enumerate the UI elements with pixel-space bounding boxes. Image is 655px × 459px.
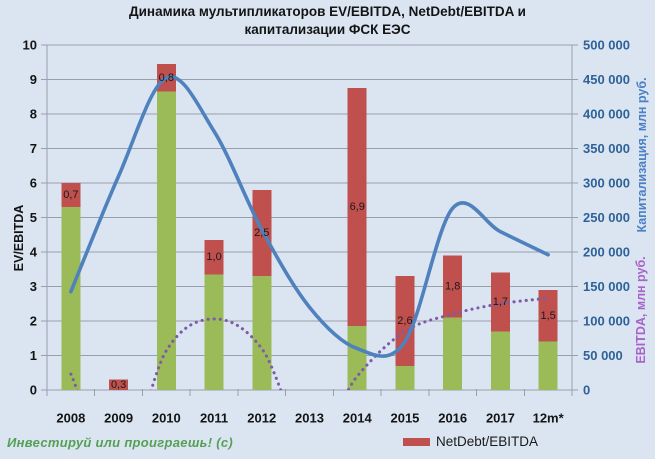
- left-tick-label: 10: [23, 38, 37, 53]
- x-category-label: 2011: [200, 411, 228, 426]
- left-tick-label: 8: [30, 107, 37, 122]
- right-tick-label: 250 000: [583, 210, 630, 225]
- left-tick-label: 0: [30, 383, 37, 398]
- right-tick-label: 450 000: [583, 72, 630, 87]
- capitalization-line: [69, 75, 550, 358]
- x-category-label: 2015: [390, 411, 419, 426]
- bar-segment-green: [490, 331, 510, 390]
- x-category-label: 2017: [486, 411, 515, 426]
- bar-segment-netdebt: [395, 276, 415, 366]
- bar-segment-netdebt: [61, 183, 81, 208]
- bar-labels: 0,7 0,3 0,8 1,0 2,5 6,9 2,6 1,8 1,7 1,5: [63, 72, 556, 391]
- left-axis-tick-labels: 0 1 2 3 4 5 6 7 8 9 10: [23, 38, 38, 398]
- netdebt-value-label: 1,5: [540, 310, 555, 322]
- netdebt-value-label: 2,5: [254, 227, 269, 239]
- legend-swatch-netdebt: [403, 437, 430, 446]
- bar-segment-netdebt: [204, 239, 224, 275]
- right-tick-label: 200 000: [583, 245, 630, 260]
- chart-title-line1: Динамика мультипликаторов EV/EBITDA, Net…: [129, 4, 526, 19]
- netdebt-value-label: 1,0: [206, 251, 221, 263]
- x-category-label: 2009: [104, 411, 133, 426]
- x-category-label: 2013: [295, 411, 324, 426]
- right-tick-label: 300 000: [583, 176, 630, 191]
- bar-segment-green: [443, 317, 463, 390]
- left-tick-label: 9: [30, 72, 37, 87]
- x-category-label: 2014: [343, 411, 373, 426]
- legend-label-netdebt: NetDebt/EBITDA: [436, 434, 539, 449]
- left-tick-label: 7: [30, 141, 37, 156]
- x-axis-labels: 2008 2009 2010 2011 2012 2013 2014 2015 2016 2017…: [56, 411, 564, 426]
- x-category-label: 12m*: [533, 411, 565, 426]
- netdebt-value-label: 1,7: [493, 296, 508, 308]
- bar-segment-green: [156, 91, 176, 390]
- netdebt-value-label: 0,8: [159, 72, 174, 84]
- lines: [69, 75, 550, 390]
- axes: [41, 44, 578, 396]
- bar-segment-green: [252, 276, 272, 390]
- x-category-label: 2012: [247, 411, 276, 426]
- bar-segment-netdebt: [490, 272, 510, 332]
- bar-segment-green: [395, 365, 415, 390]
- chart-title: Динамика мультипликаторов EV/EBITDA, Net…: [0, 3, 655, 39]
- left-tick-label: 1: [30, 348, 37, 363]
- bar-segment-netdebt: [538, 289, 558, 342]
- left-tick-label: 4: [30, 245, 38, 260]
- left-tick-label: 5: [30, 210, 37, 225]
- netdebt-value-label: 1,8: [445, 281, 460, 293]
- right-tick-label: 500 000: [583, 38, 630, 53]
- bar-segment-green: [538, 341, 558, 390]
- bar-segment-green: [204, 274, 224, 390]
- bar-segment-netdebt: [443, 255, 463, 318]
- chart-title-line2: капитализации ФСК ЕЭС: [244, 22, 411, 37]
- right-tick-label: 400 000: [583, 107, 630, 122]
- right-tick-label: 0: [583, 383, 590, 398]
- bar-segment-green: [347, 326, 367, 390]
- bar-segment-netdebt: [109, 379, 129, 390]
- right-tick-label: 350 000: [583, 141, 630, 156]
- netdebt-value-label: 0,7: [63, 189, 78, 201]
- bars: [61, 63, 558, 390]
- x-category-label: 2016: [438, 411, 467, 426]
- right-tick-label: 150 000: [583, 279, 630, 294]
- right-axis-tick-labels: 0 50 000 100 000 150 000 200 000 250 000 300 0…: [583, 38, 630, 398]
- gridlines: [47, 44, 572, 356]
- bar-segment-green: [61, 207, 81, 390]
- x-category-label: 2010: [152, 411, 181, 426]
- netdebt-value-label: 6,9: [350, 201, 365, 213]
- netdebt-value-label: 0,3: [111, 379, 126, 391]
- legend: NetDebt/EBITDA: [403, 434, 538, 449]
- bar-segment-netdebt: [347, 88, 367, 327]
- left-tick-label: 3: [30, 279, 37, 294]
- left-tick-label: 6: [30, 176, 37, 191]
- netdebt-value-label: 2,6: [397, 315, 412, 327]
- left-tick-label: 2: [30, 314, 37, 329]
- right-tick-label: 100 000: [583, 314, 630, 329]
- watermark: Инвестируй или проиграешь! (с): [7, 435, 234, 450]
- x-category-label: 2008: [56, 411, 85, 426]
- right-tick-label: 50 000: [583, 348, 623, 363]
